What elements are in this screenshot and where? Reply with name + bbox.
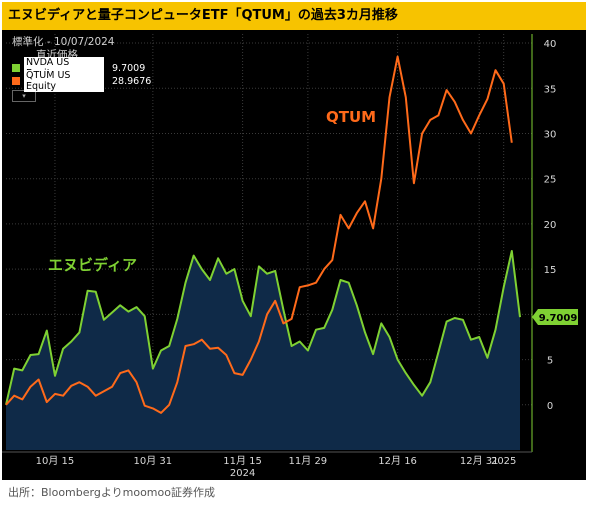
chart-title: エヌビディアと量子コンピュータETF「QTUM」の過去3カ月推移 bbox=[2, 2, 586, 30]
x-tick-label: 11月 29 bbox=[289, 455, 328, 467]
chart-tool-icon[interactable]: ▾ bbox=[12, 90, 36, 102]
x-tick-label: 10月 15 bbox=[36, 455, 75, 467]
legend-swatch-qtum bbox=[12, 77, 20, 85]
source-note: 出所：Bloombergよりmoomoo証券作成 bbox=[8, 486, 215, 499]
nvda-last-value-tag: 9.7009 bbox=[532, 309, 578, 326]
nvda-area bbox=[6, 251, 520, 450]
qtum-annotation: QTUM bbox=[326, 108, 376, 126]
line-layer bbox=[5, 55, 521, 414]
legend-name-qtum: QTUM US Equity bbox=[24, 70, 104, 92]
y-tick-label: 15 bbox=[544, 265, 557, 276]
x-year-label: 2024 bbox=[230, 468, 255, 479]
y-tick-label: 40 bbox=[544, 39, 557, 50]
legend: 標準化 - 10/07/2024 直近価格 NVDA US Equity 9.7… bbox=[12, 36, 151, 102]
x-tick-label: 12月 16 bbox=[378, 455, 417, 467]
y-tick-label: 25 bbox=[544, 175, 557, 186]
legend-swatch-nvda bbox=[12, 64, 20, 72]
nvda-annotation: エヌビディア bbox=[48, 256, 137, 274]
value-tag-text: 9.7009 bbox=[539, 313, 578, 324]
x-tick-label: 2025 bbox=[491, 456, 516, 467]
qtum-line bbox=[5, 55, 513, 414]
value-tag-shape bbox=[532, 309, 578, 326]
legend-value-nvda: 9.7009 bbox=[112, 62, 146, 74]
y-tick-label: 0 bbox=[547, 401, 553, 412]
nvda-line bbox=[5, 250, 521, 406]
legend-value-qtum: 28.9676 bbox=[112, 75, 152, 87]
y-tick-label: 20 bbox=[544, 220, 557, 231]
value-tag-text: 28.9676 bbox=[535, 30, 581, 33]
y-tick-label: 30 bbox=[544, 129, 557, 140]
x-tick-label: 12月 31 bbox=[460, 455, 499, 467]
legend-header: 標準化 - 10/07/2024 bbox=[12, 36, 115, 48]
y-tick-label: 35 bbox=[544, 84, 557, 95]
x-tick-label: 11月 15 bbox=[223, 455, 262, 467]
qtum-last-value-tag: 28.9676 bbox=[535, 30, 581, 33]
x-tick-label: 10月 31 bbox=[134, 455, 173, 467]
fill-layer bbox=[6, 251, 520, 450]
legend-entry-qtum: QTUM US Equity 28.9676 bbox=[12, 70, 152, 92]
y-tick-label: 5 bbox=[547, 356, 553, 367]
